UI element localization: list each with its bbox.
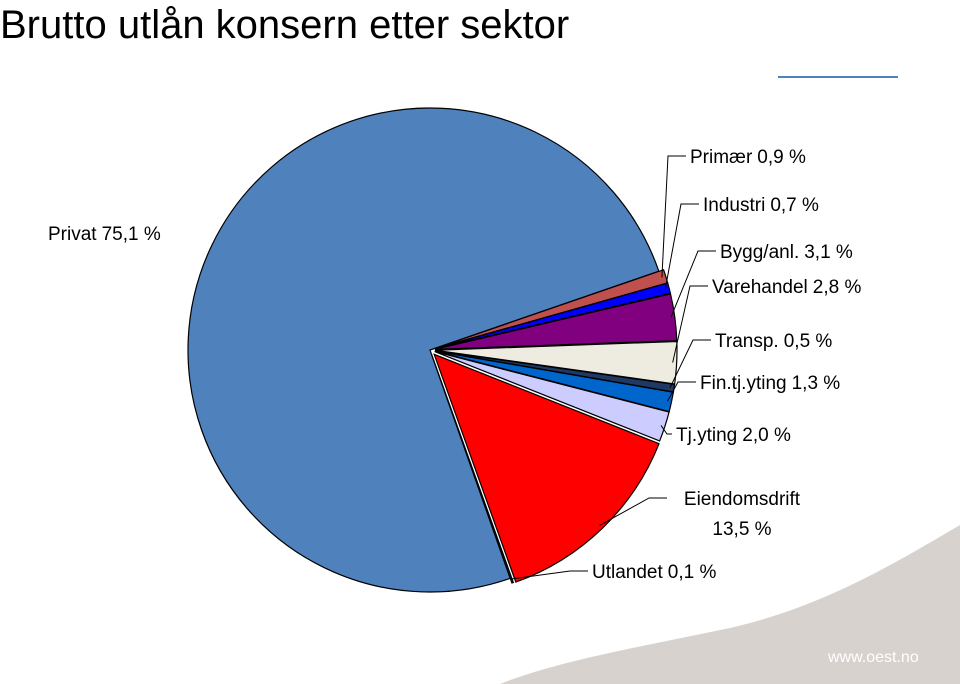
slice-label: Fin.tj.yting 1,3 % (700, 373, 840, 394)
chart-title: Brutto utlån konsern etter sektor (0, 3, 569, 47)
slice-label: Privat 75,1 % (48, 224, 161, 245)
value-label: 75,1 % (102, 224, 161, 245)
category-label: Eiendomsdrift (684, 489, 801, 510)
pie-slice (434, 293, 678, 350)
pie-slice (431, 354, 515, 584)
slice-label: Tj.yting 2,0 % (676, 425, 791, 446)
category-label: Varehandel (712, 277, 808, 298)
background-shape (500, 525, 960, 684)
value-label: 2,0 % (742, 425, 791, 446)
slice-label: Transp. 0,5 % (715, 331, 832, 352)
leader-line (511, 570, 588, 580)
slice-label: Industri 0,7 % (703, 195, 819, 216)
slice-label: Utlandet 0,1 % (592, 562, 716, 583)
value-label: 1,3 % (792, 373, 841, 394)
slice-label: Varehandel 2,8 % (712, 277, 861, 298)
pie-slice (434, 350, 670, 442)
slice-label: Eiendomsdrift 13,5 % (684, 489, 801, 540)
category-label: Industri (703, 195, 765, 216)
leader-line (667, 381, 696, 402)
value-label: 0,9 % (757, 147, 806, 168)
category-label: Primær (690, 147, 753, 168)
value-label: 2,8 % (813, 277, 862, 298)
value-label: 3,1 % (804, 242, 853, 263)
value-label: 0,5 % (784, 331, 833, 352)
category-label: Transp. (715, 331, 779, 352)
footer: www.oest.no (827, 649, 919, 666)
pie-slice (187, 107, 660, 593)
slice-label: Bygg/anl. 3,1 % (720, 242, 853, 263)
leader-line (660, 425, 672, 435)
leader-line (669, 339, 711, 388)
category-label: Privat (48, 224, 97, 245)
category-label: Bygg/anl. (720, 242, 799, 263)
leader-line (664, 203, 699, 290)
leader-line (670, 250, 716, 318)
leader-line (599, 497, 667, 526)
category-label: Tj.yting (676, 425, 737, 446)
value-label: 0,7 % (770, 195, 819, 216)
category-label: Fin.tj.yting (700, 373, 787, 394)
pie-slice (433, 353, 660, 583)
value-label: 13,5 % (712, 519, 771, 540)
leader-line (661, 155, 686, 278)
leader-line (672, 285, 708, 363)
value-label: 0,1 % (668, 562, 717, 583)
category-label: Utlandet (592, 562, 663, 583)
slice-label: Primær 0,9 % (690, 147, 806, 168)
